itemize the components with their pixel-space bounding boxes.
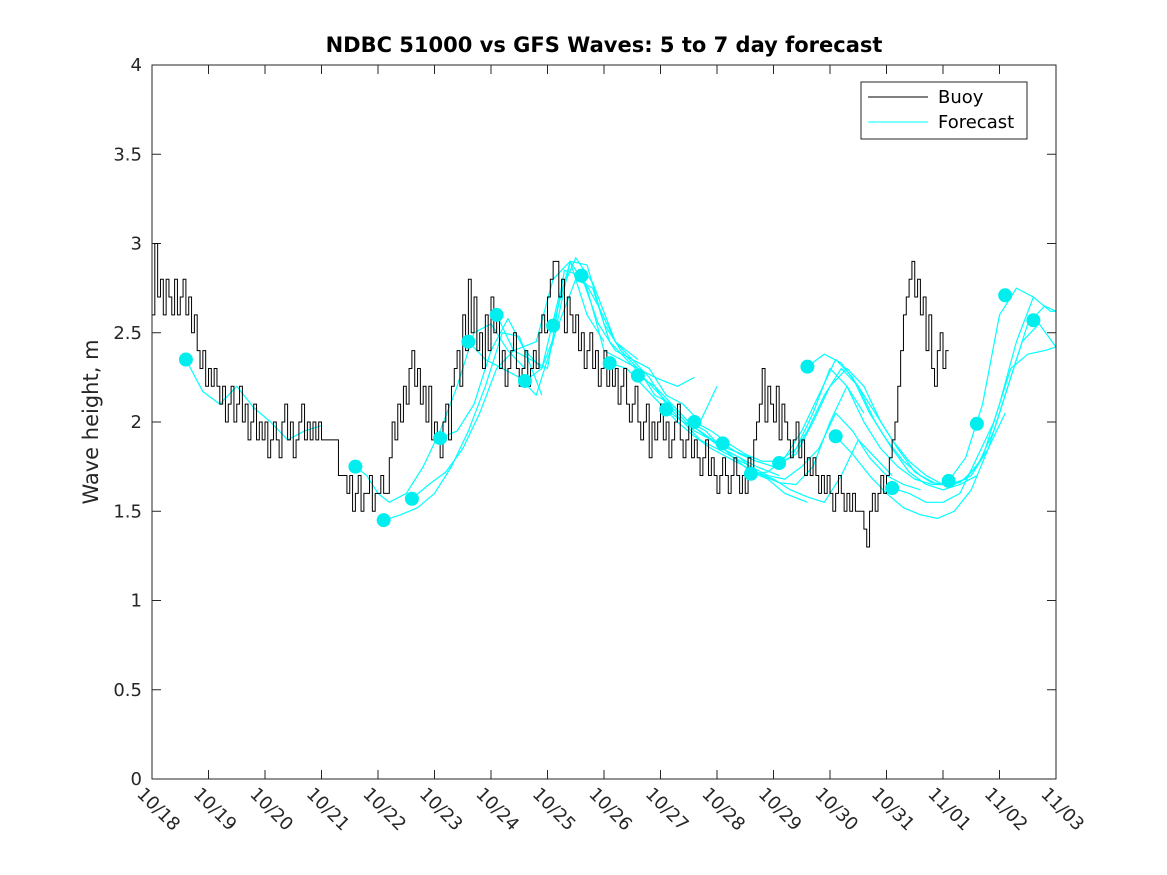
forecast-start-marker bbox=[178, 352, 193, 367]
y-tick-label: 0.5 bbox=[113, 680, 142, 701]
forecast-start-marker bbox=[574, 268, 589, 283]
plot-frame bbox=[151, 64, 1057, 780]
forecast-start-marker bbox=[404, 491, 419, 506]
forecast-start-marker bbox=[517, 373, 532, 388]
y-tick-label: 1 bbox=[131, 591, 142, 612]
forecast-start-marker bbox=[461, 334, 476, 349]
forecast-line-19 bbox=[835, 323, 1057, 519]
y-axis-label: Wave height, m bbox=[79, 339, 103, 504]
y-tick-label: 3.5 bbox=[113, 144, 142, 165]
chart-title: NDBC 51000 vs GFS Waves: 5 to 7 day fore… bbox=[326, 33, 883, 57]
forecast-line-20 bbox=[891, 346, 1057, 503]
forecast-start-marker bbox=[998, 288, 1013, 303]
forecast-start-marker bbox=[1026, 313, 1041, 328]
forecast-start-marker bbox=[630, 368, 645, 383]
y-axis: 0 0.5 1 1.5 2 2.5 3 3.5 4 bbox=[113, 55, 1056, 790]
forecast-start-marker bbox=[602, 356, 617, 371]
y-tick-label: 0 bbox=[131, 769, 142, 790]
forecast-start-marker bbox=[715, 436, 730, 451]
legend-buoy-label: Buoy bbox=[938, 87, 984, 108]
legend: Buoy Forecast bbox=[860, 81, 1028, 140]
forecast-markers bbox=[178, 268, 1041, 528]
y-tick-label: 2.5 bbox=[113, 323, 142, 344]
forecast-start-marker bbox=[885, 481, 900, 496]
forecast-start-marker bbox=[743, 466, 758, 481]
y-tick-label: 2 bbox=[131, 412, 142, 433]
forecast-line-14 bbox=[694, 367, 949, 486]
legend-box bbox=[860, 81, 1028, 140]
forecast-start-marker bbox=[433, 431, 448, 446]
forecast-start-marker bbox=[659, 402, 674, 417]
forecast-start-marker bbox=[348, 459, 363, 474]
y-tick-label: 3 bbox=[131, 234, 142, 255]
legend-forecast-label: Forecast bbox=[938, 112, 1014, 133]
y-tick-label: 1.5 bbox=[113, 501, 142, 522]
forecast-start-marker bbox=[800, 359, 815, 374]
forecast-start-marker bbox=[687, 415, 702, 429]
forecast-start-marker bbox=[772, 456, 787, 471]
forecast-start-marker bbox=[376, 513, 391, 528]
forecast-start-marker bbox=[969, 416, 984, 431]
forecast-start-marker bbox=[546, 318, 561, 333]
y-tick-label: 4 bbox=[131, 55, 142, 76]
forecast-start-marker bbox=[828, 429, 843, 444]
forecast-line-17 bbox=[778, 296, 1034, 486]
plot-area bbox=[152, 65, 1056, 779]
forecast-start-marker bbox=[489, 307, 504, 322]
forecast-start-marker bbox=[941, 473, 956, 488]
forecast-line-3 bbox=[383, 332, 543, 521]
forecast-line-15 bbox=[722, 367, 978, 491]
buoy-line bbox=[152, 243, 949, 548]
